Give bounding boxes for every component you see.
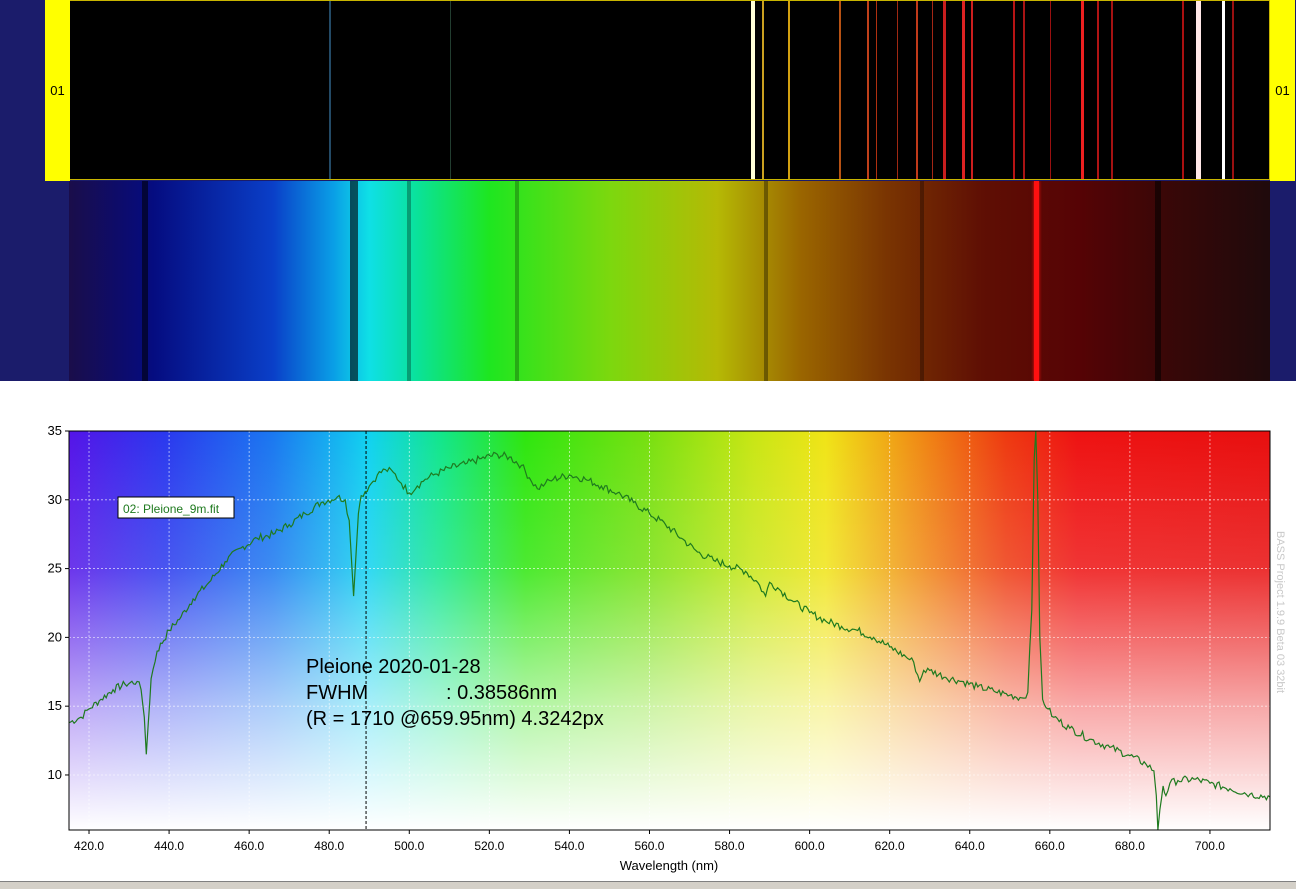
emission-band — [1033, 181, 1039, 381]
calibration-emission-line — [1012, 1, 1015, 179]
x-tick-label: 500.0 — [394, 839, 424, 853]
absorption-band — [349, 181, 358, 381]
absorption-band — [142, 181, 149, 381]
y-tick-label: 35 — [48, 423, 62, 438]
absorption-band — [919, 181, 924, 381]
x-tick-label: 420.0 — [74, 839, 104, 853]
y-tick-label: 10 — [48, 767, 62, 782]
legend-label: 02: Pleione_9m.fit — [123, 502, 220, 516]
strip-id-label-right: 01 — [1270, 0, 1295, 181]
synthetic-color-spectrum[interactable] — [69, 181, 1270, 381]
calibration-emission-line — [970, 1, 973, 179]
calibration-emission-line — [1231, 1, 1234, 179]
annotation-title: Pleione 2020-01-28 — [306, 656, 481, 678]
calibration-emission-line — [916, 1, 919, 179]
x-tick-label: 660.0 — [1035, 839, 1065, 853]
calibration-emission-line — [1096, 1, 1099, 179]
calibration-emission-line — [1049, 1, 1052, 179]
x-tick-label: 480.0 — [314, 839, 344, 853]
spectrum-profile-chart[interactable]: 420.0 440.0 460.0 480.0 500.0 520.0 540.0 560.0… — [0, 381, 1296, 881]
calibration-emission-line — [866, 1, 869, 179]
y-tick-label: 30 — [48, 492, 62, 507]
absorption-band — [763, 181, 768, 381]
x-tick-label: 600.0 — [795, 839, 825, 853]
calibration-emission-line — [750, 1, 755, 179]
calibration-emission-line — [942, 1, 946, 179]
calibration-emission-line — [1196, 1, 1202, 179]
x-tick-label: 700.0 — [1195, 839, 1225, 853]
calibration-emission-line — [1111, 1, 1113, 179]
status-bar — [0, 881, 1296, 889]
y-tick-label: 20 — [48, 629, 62, 644]
x-tick-label: 620.0 — [875, 839, 905, 853]
calibration-emission-line — [896, 1, 899, 179]
calibration-emission-line — [931, 1, 934, 179]
absorption-band — [407, 181, 412, 381]
annotation-resolution: (R = 1710 @659.95nm) 4.3242px — [306, 708, 604, 730]
calibration-emission-line — [1222, 1, 1226, 179]
y-tick-label: 15 — [48, 698, 62, 713]
x-tick-label: 680.0 — [1115, 839, 1145, 853]
calibration-emission-line — [1023, 1, 1025, 179]
spectrum-profile-line — [68, 430, 1271, 831]
y-tick-label: 25 — [48, 561, 62, 576]
absorption-band — [1154, 181, 1161, 381]
calibration-emission-line — [329, 1, 331, 179]
x-tick-label: 460.0 — [234, 839, 264, 853]
plot-frame — [68, 430, 1271, 831]
calibration-emission-line — [787, 1, 790, 179]
plot-background — [69, 431, 1270, 830]
x-tick-label: 580.0 — [715, 839, 745, 853]
calibration-lamp-spectrum[interactable] — [45, 0, 1270, 180]
spectrum-viewer-panel: 01 01 — [0, 0, 1296, 381]
series-legend-box[interactable]: 02: Pleione_9m.fit — [117, 496, 235, 519]
calibration-emission-line — [962, 1, 966, 179]
calibration-emission-line — [1080, 1, 1084, 179]
annotation-fwhm-value: : 0.38586nm — [446, 682, 557, 704]
annotation-fwhm-label: FWHM — [306, 682, 368, 704]
x-tick-label: 540.0 — [554, 839, 584, 853]
strip-id-label-left: 01 — [45, 0, 70, 181]
absorption-band — [515, 181, 520, 381]
axis-ticks: 420.0 440.0 460.0 480.0 500.0 520.0 540.0 560.0… — [48, 423, 1226, 853]
calibration-emission-line — [1181, 1, 1184, 179]
x-tick-label: 440.0 — [154, 839, 184, 853]
software-watermark: BASS Project 1.9.9 Beta 03 32bit — [1274, 531, 1286, 693]
x-axis-title: Wavelength (nm) — [620, 858, 719, 873]
x-tick-label: 560.0 — [634, 839, 664, 853]
x-tick-label: 520.0 — [474, 839, 504, 853]
calibration-emission-line — [875, 1, 878, 179]
calibration-emission-line — [449, 1, 452, 179]
fwhm-annotation: Pleione 2020-01-28 FWHM : 0.38586nm (R =… — [306, 656, 604, 730]
calibration-emission-line — [762, 1, 765, 179]
x-tick-label: 640.0 — [955, 839, 985, 853]
calibration-emission-line — [839, 1, 842, 179]
